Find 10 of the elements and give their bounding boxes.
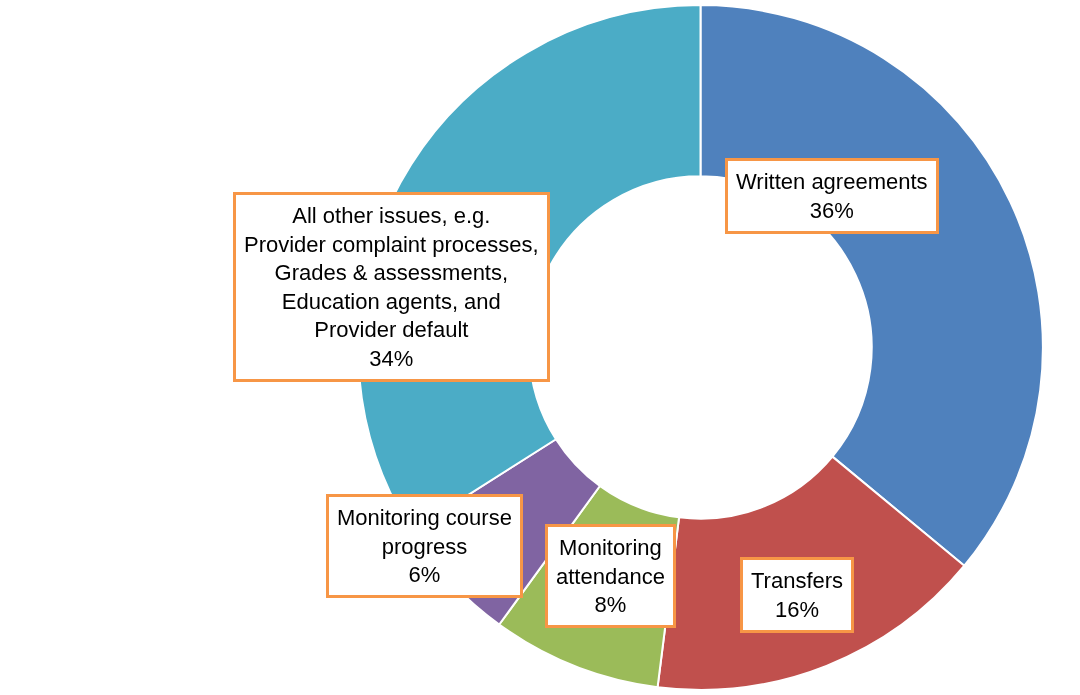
slice-label: Transfers [751, 568, 844, 593]
data-label: 16% [775, 596, 820, 622]
data-label: 6% [408, 562, 441, 588]
slice-label: Monitoring course progress [337, 505, 512, 559]
data-label: 36% [809, 197, 854, 223]
data-label: 34% [369, 346, 414, 371]
slice-label: Monitoring attendance [556, 535, 665, 589]
slice-label: All other issues, e.g. Provider complaint processes, Grades & assessments, Education agents, and Provider default [244, 203, 539, 343]
slice-label: Written agreements [736, 169, 928, 194]
data-label: 8% [594, 592, 627, 618]
